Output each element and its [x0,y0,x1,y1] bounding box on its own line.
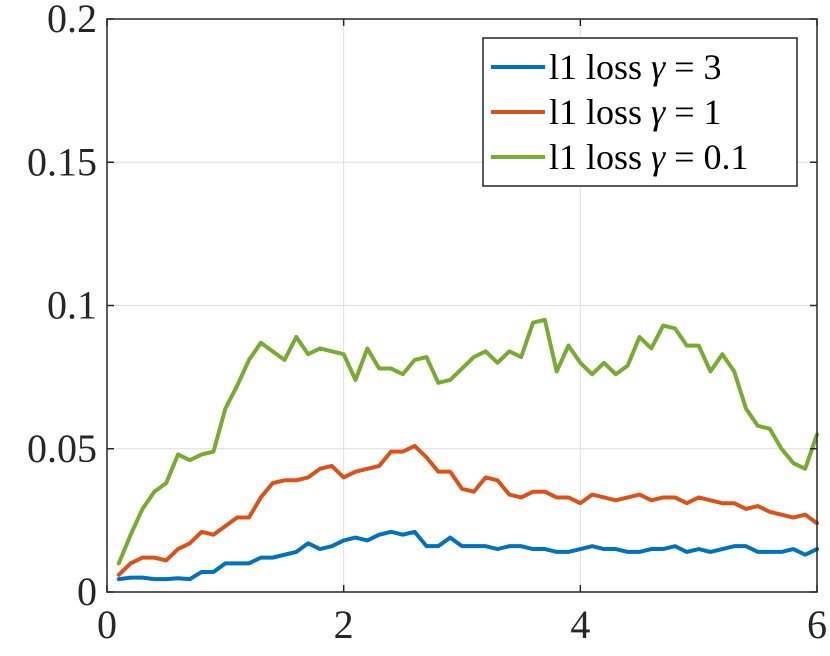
legend-label-3: l1 loss γ = 0.1 [549,137,749,177]
legend-label-symbol: γ [651,92,666,132]
y-tick-label: 0 [77,569,97,614]
legend-label-suffix: = 3 [665,47,721,87]
legend-label-1: l1 loss γ = 3 [549,47,722,87]
series-layer [116,317,819,582]
y-tick-label: 0.15 [27,139,97,184]
x-tick-label: 0 [97,602,117,647]
legend-label-prefix: l1 loss [549,47,651,87]
legend-label-suffix: = 0.1 [665,137,748,177]
x-tick-label: 6 [807,602,827,647]
legend-label-prefix: l1 loss [549,137,651,177]
series-line-3 [116,317,819,566]
x-tick-label: 2 [334,602,354,647]
series-line-2 [116,443,819,577]
axis-ticks: 0 2 4 6 0 0.05 0.1 0.15 0.2 [27,0,827,647]
series-line-1 [116,529,819,582]
legend-label-2: l1 loss γ = 1 [549,92,722,132]
legend-label-prefix: l1 loss [549,92,651,132]
y-tick-label: 0.2 [47,0,97,41]
x-tick-label: 4 [570,602,590,647]
legend-label-symbol: γ [651,137,666,177]
legend-label-symbol: γ [651,47,666,87]
y-tick-label: 0.05 [27,426,97,471]
y-tick-label: 0.1 [47,283,97,328]
legend-label-suffix: = 1 [665,92,721,132]
legend: l1 loss γ = 3l1 loss γ = 1l1 loss γ = 0.… [482,37,798,187]
